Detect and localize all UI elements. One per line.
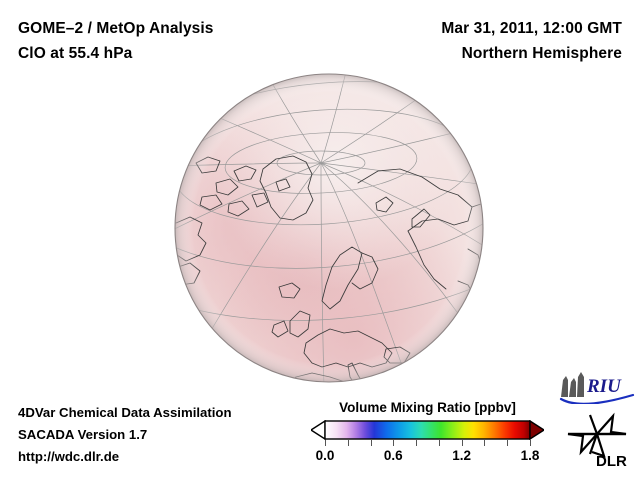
colorbar-gradient bbox=[311, 420, 544, 440]
footer-left-block: 4DVar Chemical Data Assimilation SACADA … bbox=[18, 402, 308, 468]
url-label[interactable]: http://wdc.dlr.de bbox=[18, 449, 120, 464]
colorbar-tick-label: 0.0 bbox=[315, 448, 335, 463]
page-title: GOME–2 / MetOp Analysis bbox=[18, 20, 214, 37]
dlr-wordmark: DLR bbox=[596, 453, 627, 468]
globe-limb-shade bbox=[175, 74, 483, 382]
timestamp-label: Mar 31, 2011, 12:00 GMT bbox=[441, 20, 622, 37]
riu-logo: RIU bbox=[559, 371, 635, 406]
dlr-mark-icon bbox=[567, 412, 627, 458]
region-label: Northern Hemisphere bbox=[461, 45, 622, 62]
header-left-block: GOME–2 / MetOp Analysis ClO at 55.4 hPa bbox=[18, 16, 348, 66]
header-right-block: Mar 31, 2011, 12:00 GMT Northern Hemisph… bbox=[322, 16, 622, 66]
method-label: 4DVar Chemical Data Assimilation bbox=[18, 405, 232, 420]
version-label: SACADA Version 1.7 bbox=[18, 427, 148, 442]
colorbar-tick-label: 0.6 bbox=[383, 448, 403, 463]
colorbar-ticks bbox=[325, 440, 531, 446]
colorbar: Volume Mixing Ratio [ppbv] bbox=[305, 400, 550, 468]
globe-panel bbox=[0, 60, 640, 400]
dlr-logo: DLR bbox=[566, 412, 632, 470]
colorbar-extend-min-arrow bbox=[311, 420, 326, 440]
dlr-logo-svg: DLR bbox=[567, 412, 627, 470]
globe-svg bbox=[174, 73, 484, 383]
globe-outline bbox=[174, 73, 484, 383]
colorbar-tick-labels: 0.0 0.6 1.2 1.8 bbox=[316, 448, 540, 468]
colorbar-tick-label: 1.2 bbox=[452, 448, 472, 463]
colorbar-svg bbox=[311, 420, 544, 440]
riu-wordmark: RIU bbox=[586, 376, 622, 397]
colorbar-title: Volume Mixing Ratio [ppbv] bbox=[339, 400, 516, 415]
colorbar-tick-label: 1.8 bbox=[520, 448, 540, 463]
colorbar-extend-max-arrow bbox=[529, 420, 544, 440]
page-subtitle: ClO at 55.4 hPa bbox=[18, 45, 133, 62]
riu-swoosh-icon bbox=[559, 393, 635, 406]
riu-logo-svg: RIU bbox=[559, 372, 635, 406]
riu-towers-icon bbox=[561, 372, 584, 397]
orthographic-globe bbox=[172, 71, 486, 385]
